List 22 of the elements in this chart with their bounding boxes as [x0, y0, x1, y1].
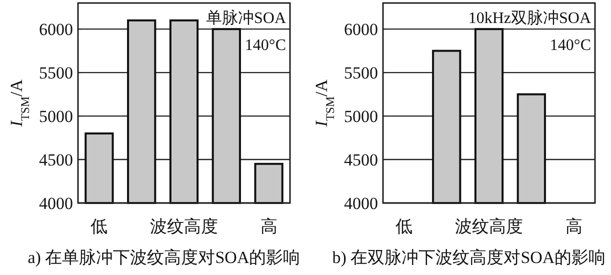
y-tick-label: 5000: [39, 107, 73, 126]
y-tick-label: 6000: [344, 20, 378, 40]
annotation: 10kHz双脉冲SOA: [468, 9, 592, 27]
y-tick-label: 4500: [39, 150, 73, 170]
x-tick-label: 高: [565, 217, 582, 236]
x-axis-title: 波纹高度: [455, 217, 523, 236]
text: b) 在双脉冲下波纹高度对SOA的影响: [332, 248, 606, 267]
text: a) 在单脉冲下波纹高度对SOA的影响: [28, 248, 300, 267]
y-tick-label: 4000: [39, 194, 73, 213]
x-tick-label: 低: [396, 217, 413, 236]
x-axis-title: 波纹高度: [150, 217, 218, 236]
y-tick-label: 5500: [344, 64, 378, 83]
y-tick-label: 4000: [344, 194, 378, 213]
x-tick-label: 低: [90, 217, 108, 236]
annotation: 140°C: [244, 37, 286, 54]
annotation: 140°C: [550, 37, 591, 54]
y-tick-label: 5500: [39, 64, 73, 83]
x-tick-label: 高: [260, 217, 278, 236]
y-tick-label: 4500: [344, 150, 378, 170]
y-tick-label: 5000: [344, 107, 378, 126]
y-tick-label: 6000: [39, 20, 73, 40]
annotation: 单脉冲SOA: [206, 9, 286, 27]
